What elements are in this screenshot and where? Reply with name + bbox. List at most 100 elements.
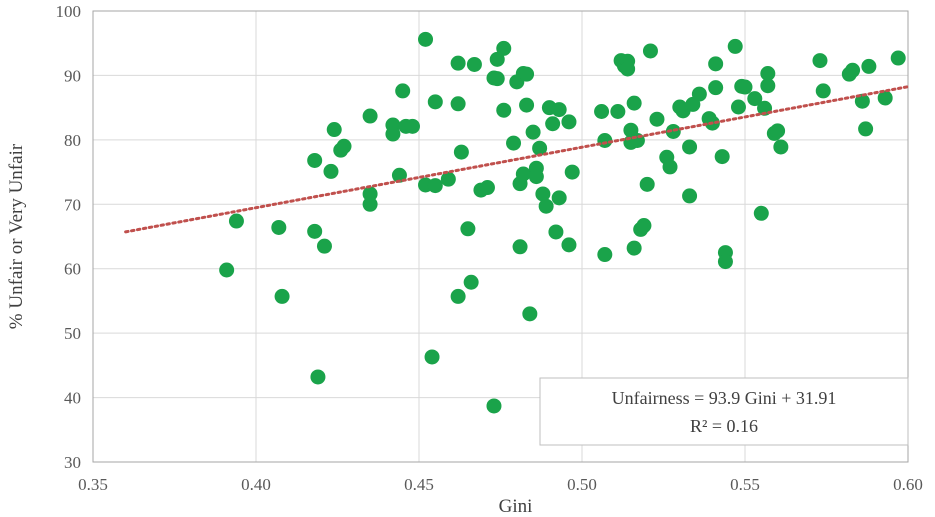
data-point bbox=[727, 38, 743, 54]
data-point bbox=[564, 164, 580, 180]
data-point bbox=[854, 93, 870, 109]
data-point bbox=[525, 124, 541, 140]
y-tick-label: 100 bbox=[56, 2, 82, 21]
data-point bbox=[662, 159, 678, 175]
data-point bbox=[815, 83, 831, 99]
data-point bbox=[760, 78, 776, 94]
y-axis-label: % Unfair or Very Unfair bbox=[6, 143, 27, 329]
trendline bbox=[124, 85, 910, 234]
data-point bbox=[737, 79, 753, 95]
data-point bbox=[610, 104, 626, 120]
data-point bbox=[418, 31, 434, 47]
data-point bbox=[551, 102, 567, 118]
data-point bbox=[538, 198, 554, 214]
x-tick-label: 0.55 bbox=[730, 475, 760, 494]
data-point bbox=[626, 240, 642, 256]
data-point bbox=[427, 94, 443, 110]
data-point bbox=[682, 188, 698, 204]
data-point bbox=[489, 51, 505, 67]
data-point bbox=[228, 213, 244, 229]
data-point bbox=[636, 218, 652, 234]
data-point bbox=[717, 254, 733, 270]
data-point bbox=[812, 53, 828, 69]
data-point bbox=[307, 223, 323, 239]
data-point bbox=[770, 123, 786, 139]
data-point bbox=[323, 163, 339, 179]
data-point bbox=[336, 138, 352, 154]
data-point bbox=[519, 66, 535, 82]
y-tick-label: 70 bbox=[64, 195, 81, 214]
data-point bbox=[639, 176, 655, 192]
data-point bbox=[861, 58, 877, 74]
data-point bbox=[665, 123, 681, 139]
x-tick-label: 0.60 bbox=[893, 475, 923, 494]
data-point bbox=[440, 171, 456, 187]
data-point bbox=[714, 149, 730, 165]
data-point bbox=[326, 122, 342, 138]
data-point bbox=[489, 71, 505, 87]
data-point bbox=[395, 83, 411, 99]
y-tick-label: 80 bbox=[64, 131, 81, 150]
data-point bbox=[310, 369, 326, 385]
data-point bbox=[404, 118, 420, 134]
data-point bbox=[385, 126, 401, 142]
data-point bbox=[708, 80, 724, 96]
y-tick-label: 30 bbox=[64, 453, 81, 472]
data-point bbox=[773, 139, 789, 155]
plot-area-border bbox=[92, 10, 909, 463]
data-point bbox=[362, 108, 378, 124]
data-point bbox=[551, 190, 567, 206]
x-tick-label: 0.40 bbox=[241, 475, 271, 494]
data-point bbox=[747, 91, 763, 107]
data-point bbox=[496, 40, 512, 56]
data-point bbox=[642, 43, 658, 59]
data-point bbox=[545, 116, 561, 132]
data-point bbox=[845, 62, 861, 78]
data-point bbox=[427, 178, 443, 194]
data-point bbox=[594, 104, 610, 120]
data-point bbox=[620, 61, 636, 77]
data-point bbox=[890, 50, 906, 66]
data-point bbox=[274, 288, 290, 304]
y-axis-ticks: 30 40 50 60 70 80 90 100 bbox=[56, 2, 82, 472]
data-point bbox=[515, 166, 531, 182]
data-point bbox=[424, 349, 440, 365]
y-tick-label: 50 bbox=[64, 324, 81, 343]
x-tick-label: 0.35 bbox=[78, 475, 108, 494]
data-point bbox=[561, 237, 577, 253]
data-point bbox=[629, 133, 645, 149]
data-point bbox=[479, 180, 495, 196]
data-point bbox=[561, 114, 577, 130]
y-tick-label: 60 bbox=[64, 260, 81, 279]
data-point bbox=[519, 97, 535, 113]
data-point bbox=[682, 139, 698, 155]
r-squared-label: R² = 0.16 bbox=[690, 416, 758, 436]
y-tick-label: 40 bbox=[64, 389, 81, 408]
data-point bbox=[219, 262, 235, 278]
x-axis-ticks: 0.35 0.40 0.45 0.50 0.55 0.60 bbox=[78, 475, 923, 494]
data-point bbox=[496, 102, 512, 118]
data-point bbox=[307, 152, 323, 168]
data-point bbox=[506, 135, 522, 151]
data-point bbox=[858, 121, 874, 137]
data-point bbox=[649, 111, 665, 127]
data-point bbox=[753, 205, 769, 221]
data-point bbox=[522, 306, 538, 322]
data-point bbox=[450, 55, 466, 71]
data-point bbox=[528, 169, 544, 185]
data-point bbox=[597, 247, 613, 263]
x-tick-label: 0.45 bbox=[404, 475, 434, 494]
data-point bbox=[691, 86, 707, 102]
data-point bbox=[532, 140, 548, 156]
x-axis-label: Gini bbox=[499, 496, 533, 517]
data-point bbox=[316, 238, 332, 254]
data-point bbox=[548, 224, 564, 240]
data-point bbox=[877, 90, 893, 106]
data-point bbox=[450, 288, 466, 304]
data-point bbox=[708, 56, 724, 72]
y-tick-label: 90 bbox=[64, 66, 81, 85]
regression-equation: Unfairness = 93.9 Gini + 31.91 bbox=[612, 388, 837, 408]
data-point bbox=[460, 221, 476, 237]
x-tick-label: 0.50 bbox=[567, 475, 597, 494]
